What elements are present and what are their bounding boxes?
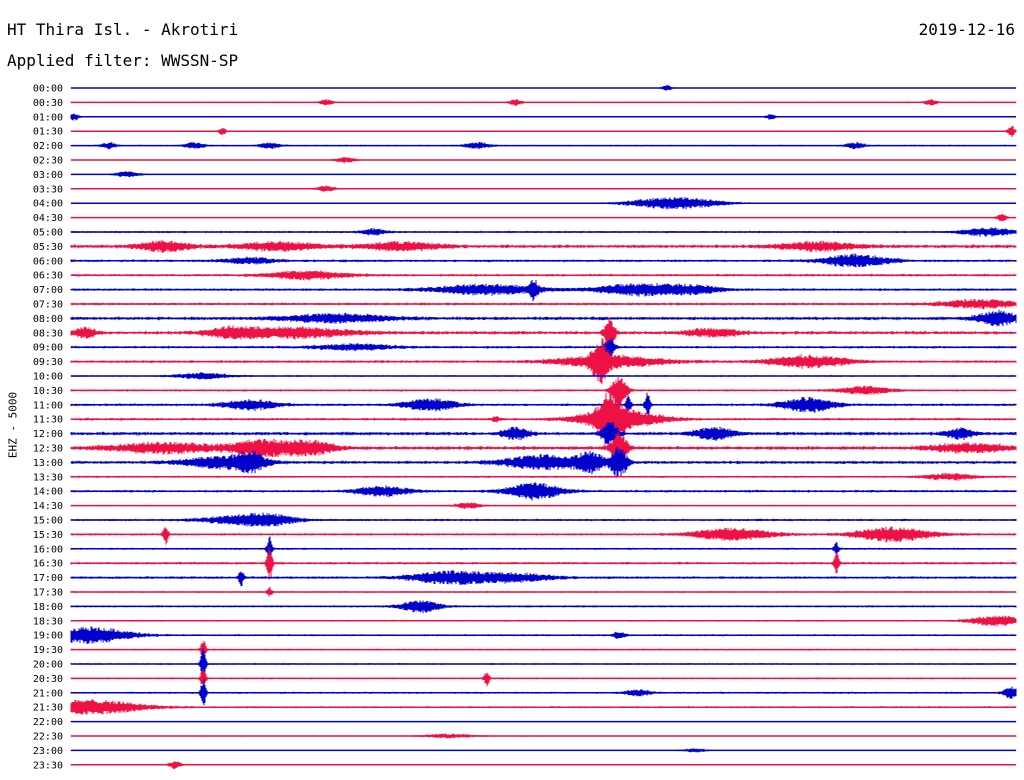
- station-title: HT Thira Isl. - Akrotiri: [7, 20, 239, 39]
- time-tick-label: 19:30: [33, 645, 63, 656]
- time-tick-label: 15:30: [33, 530, 63, 541]
- time-tick-label: 21:00: [33, 688, 63, 699]
- trace-line: [70, 280, 1017, 302]
- trace-line: [70, 648, 1017, 678]
- time-tick-label: 13:00: [33, 458, 63, 469]
- time-tick-label: 10:30: [33, 386, 63, 397]
- time-tick-label: 12:30: [33, 444, 63, 455]
- time-tick-label: 08:30: [33, 328, 63, 339]
- time-tick-label: 23:30: [33, 760, 63, 771]
- record-date: 2019-12-16: [918, 20, 1015, 39]
- time-tick-label: 20:30: [33, 674, 63, 685]
- time-tick-label: 22:30: [33, 732, 63, 743]
- time-tick-label: 11:00: [33, 400, 63, 411]
- time-tick-label: 19:00: [33, 631, 63, 642]
- time-tick-label: 07:00: [33, 285, 63, 296]
- time-tick-label: 15:00: [33, 516, 63, 527]
- time-tick-label: 07:30: [33, 300, 63, 311]
- time-tick-label: 09:30: [33, 357, 63, 368]
- time-tick-label: 17:00: [33, 573, 63, 584]
- time-tick-label: 13:30: [33, 472, 63, 483]
- time-tick-label: 01:30: [33, 127, 63, 138]
- time-tick-label: 12:00: [33, 429, 63, 440]
- time-tick-label: 14:00: [33, 487, 63, 498]
- time-tick-label: 04:30: [33, 213, 63, 224]
- time-tick-label: 16:00: [33, 544, 63, 555]
- time-tick-label: 11:30: [33, 415, 63, 426]
- time-tick-label: 05:30: [33, 242, 63, 253]
- time-tick-label: 09:00: [33, 343, 63, 354]
- time-tick-label: 10:00: [33, 372, 63, 383]
- time-tick-label: 01:00: [33, 112, 63, 123]
- time-tick-label: 00:30: [33, 98, 63, 109]
- time-tick-label: 02:30: [33, 156, 63, 167]
- time-tick-label: 21:30: [33, 703, 63, 714]
- time-tick-label: 08:00: [33, 314, 63, 325]
- time-tick-label: 06:00: [33, 256, 63, 267]
- time-tick-label: 02:00: [33, 141, 63, 152]
- time-tick-label: 17:30: [33, 588, 63, 599]
- time-tick-label: 18:00: [33, 602, 63, 613]
- time-tick-label: 23:00: [33, 746, 63, 757]
- time-tick-label: 20:00: [33, 660, 63, 671]
- time-tick-label: 06:30: [33, 271, 63, 282]
- time-tick-label: 14:30: [33, 501, 63, 512]
- trace-line: [70, 536, 1017, 559]
- trace-line: [70, 526, 1017, 545]
- time-tick-label: 05:00: [33, 228, 63, 239]
- trace-line: [70, 389, 1017, 446]
- time-tick-label: 00:00: [33, 84, 63, 95]
- time-tick-label: 03:00: [33, 170, 63, 181]
- time-tick-label: 18:30: [33, 616, 63, 627]
- time-tick-label: 22:00: [33, 717, 63, 728]
- time-tick-label: 04:00: [33, 199, 63, 210]
- filter-label: Applied filter: WWSSN-SP: [7, 51, 239, 70]
- trace-line: [70, 338, 1017, 359]
- time-tick-label: 16:30: [33, 559, 63, 570]
- time-tick-label: 03:30: [33, 184, 63, 195]
